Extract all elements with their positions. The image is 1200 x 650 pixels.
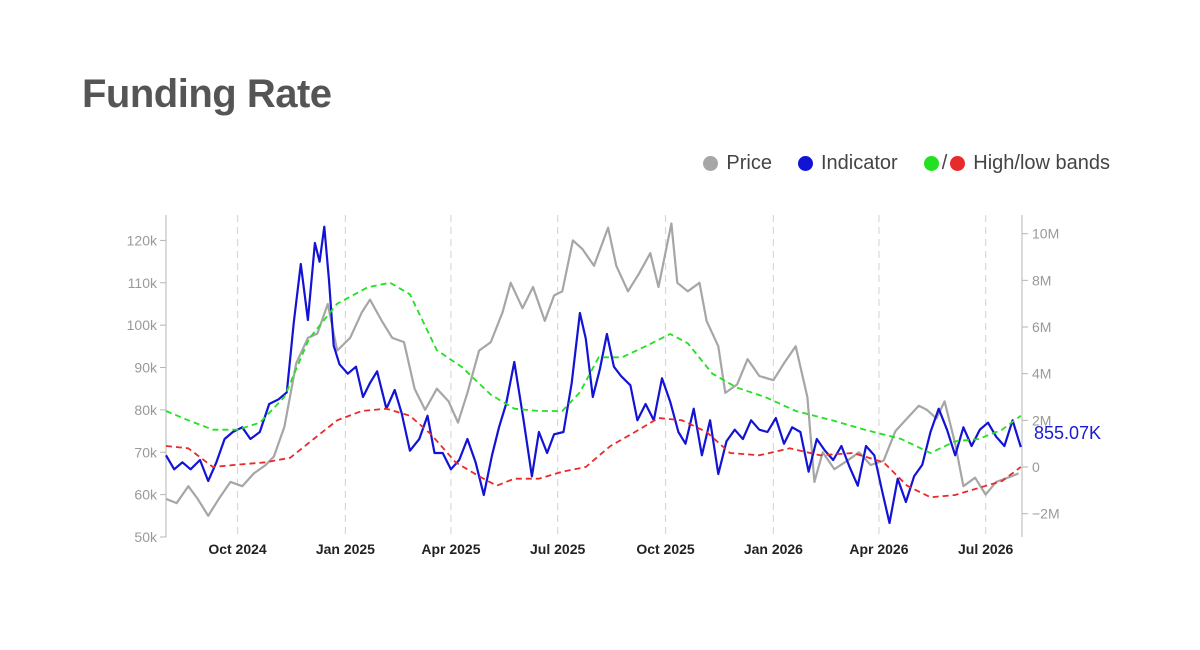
indicator-dot-icon [797,156,813,171]
legend-separator: / [941,152,948,174]
x-tick-label: Jul 2026 [958,541,1013,557]
chart-axes [160,215,1028,538]
x-tick-label: Apr 2026 [849,541,908,557]
right-tick-label: −2M [1032,506,1060,522]
right-tick-label: 6M [1032,319,1051,335]
x-tick-label: Jul 2025 [530,541,585,557]
x-tick-label: Oct 2025 [636,541,695,557]
last-value-label: 855.07K [1034,423,1101,443]
left-tick-label: 70k [134,444,158,460]
left-tick-label: 90k [134,360,158,376]
chart-series [165,222,1022,525]
vertical-grid [236,215,987,537]
left-tick-label: 120k [127,232,158,248]
legend-label-price: Price [726,152,772,174]
x-tick-label: Jan 2025 [316,541,375,557]
legend-item-price[interactable]: Price [703,152,772,175]
right-tick-label: 4M [1032,366,1051,382]
x-tick-label: Oct 2024 [208,541,267,557]
left-tick-label: 50k [134,529,158,545]
high-band-dot-icon [923,156,939,171]
legend-item-indicator[interactable]: Indicator [797,152,898,175]
x-tick-label: Apr 2025 [421,541,480,557]
legend-item-bands[interactable]: / High/low bands [923,152,1110,175]
price-dot-icon [703,156,719,171]
x-tick-label: Jan 2026 [744,541,803,557]
right-tick-label: 0 [1032,459,1040,475]
right-tick-label: 8M [1032,272,1051,288]
right-tick-label: 2M [1032,412,1051,428]
low-band-dot-icon [950,156,966,171]
left-tick-label: 60k [134,487,158,503]
series-line-low-band [165,407,1022,499]
series-line-indicator [165,225,1022,525]
right-tick-label: 10M [1032,226,1059,242]
chart-legend: Price Indicator / High/low bands [677,152,1110,175]
legend-label-indicator: Indicator [820,152,898,174]
legend-label-bands: High/low bands [973,152,1110,174]
series-line-high-band [165,281,1022,454]
left-tick-label: 110k [128,275,158,291]
left-tick-label: 100k [127,317,158,333]
left-tick-label: 80k [134,402,158,418]
page-title: Funding Rate [82,72,332,116]
chart-tick-labels: Oct 2024 Jan 2025 Apr 2025 Jul 2025 Oct 2025… [127,226,1101,557]
